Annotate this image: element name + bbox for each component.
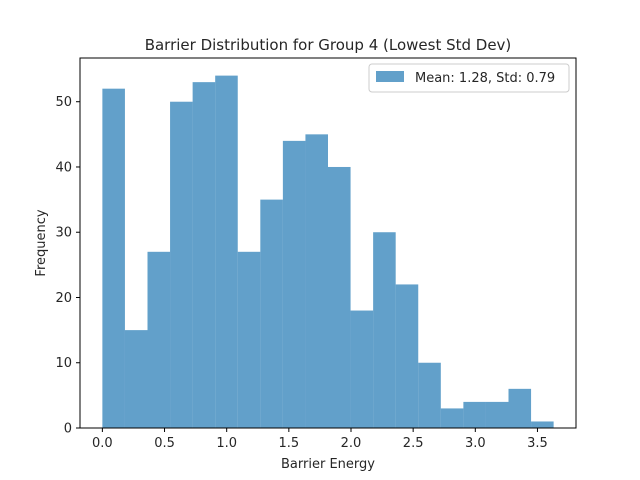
- histogram-bar: [237, 251, 261, 428]
- legend: Mean: 1.28, Std: 0.79: [368, 63, 570, 93]
- x-tick-label: 3.5: [527, 436, 548, 451]
- histogram-bar: [147, 251, 171, 428]
- histogram-bar: [282, 140, 306, 428]
- y-tick-label: 10: [55, 356, 72, 371]
- histogram-bar: [305, 134, 328, 428]
- y-tick-label: 20: [55, 291, 72, 306]
- y-tick-label: 40: [55, 160, 72, 175]
- histogram-bar: [463, 401, 486, 428]
- y-tick-label: 50: [55, 95, 72, 110]
- legend-box: [368, 63, 570, 93]
- histogram-bar: [485, 401, 509, 428]
- legend-label: Mean: 1.28, Std: 0.79: [415, 71, 555, 86]
- histogram-bar: [102, 88, 125, 428]
- x-tick-label: 0.5: [154, 436, 175, 451]
- histogram-bar: [192, 82, 216, 428]
- y-tick-label: 0: [64, 422, 72, 437]
- histogram-bar: [215, 75, 238, 428]
- histogram-bar: [508, 388, 532, 428]
- y-axis-title: Frequency: [34, 209, 49, 276]
- histogram-bar: [395, 284, 419, 428]
- x-tick-label: 2.0: [341, 436, 362, 451]
- x-tick-label: 2.5: [403, 436, 424, 451]
- x-tick-label: 3.0: [465, 436, 486, 451]
- y-tick-label: 30: [55, 226, 72, 241]
- histogram-bar: [124, 330, 148, 428]
- plot-frame: [79, 57, 577, 429]
- histogram-bar: [328, 166, 351, 429]
- histogram-bar: [440, 408, 464, 428]
- chart-title: Barrier Distribution for Group 4 (Lowest…: [145, 36, 512, 54]
- histogram-bar: [350, 310, 374, 428]
- histogram-bar: [170, 101, 193, 428]
- y-axis-ticks: 0 10 20 30 40 50: [55, 95, 80, 437]
- histogram-bar: [418, 362, 441, 428]
- x-tick-label: 0.0: [92, 436, 113, 451]
- histogram-bar: [373, 232, 396, 428]
- bars-group: [102, 75, 554, 429]
- legend-swatch: [376, 71, 404, 82]
- x-axis-ticks: 0.0 0.5 1.0 1.5 2.0 2.5 3.0 3.5: [92, 428, 548, 451]
- x-axis-title: Barrier Energy: [281, 457, 375, 472]
- histogram-bar: [260, 199, 283, 428]
- histogram-bar: [531, 421, 554, 428]
- x-tick-label: 1.5: [278, 436, 299, 451]
- x-tick-label: 1.0: [216, 436, 237, 451]
